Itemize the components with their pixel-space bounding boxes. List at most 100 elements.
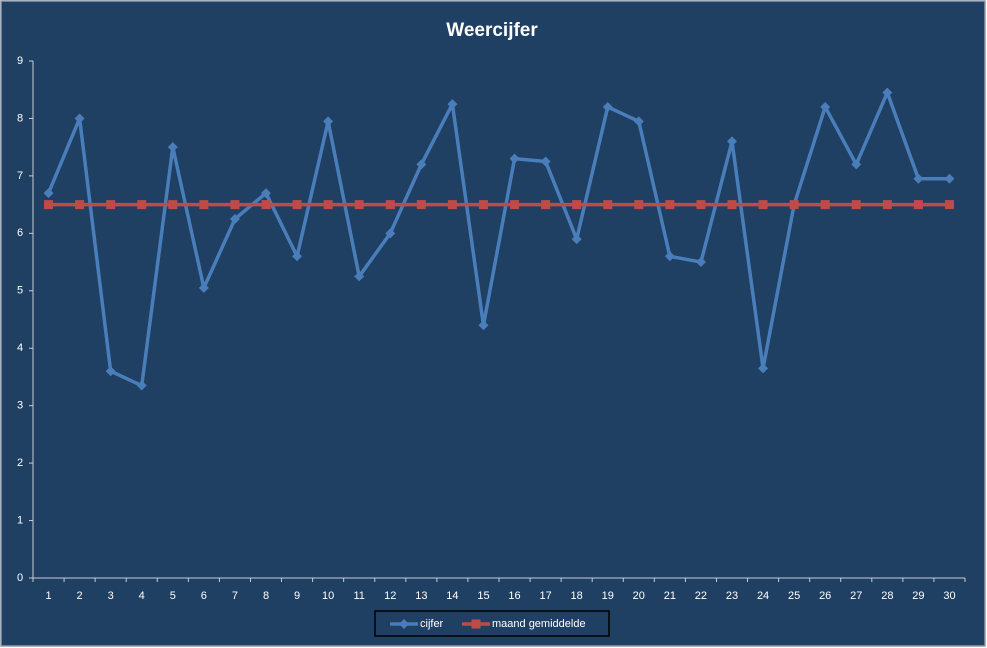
point-marker	[758, 363, 769, 374]
legend-box	[374, 610, 610, 637]
point-marker	[944, 200, 954, 210]
point-marker	[727, 136, 737, 147]
point-marker	[198, 282, 209, 293]
y-tick-label: 7	[17, 170, 23, 182]
x-tick-label: 3	[108, 590, 114, 602]
x-tick-label: 9	[294, 590, 300, 602]
y-tick-label: 8	[17, 112, 23, 124]
point-marker	[167, 142, 178, 153]
point-marker	[323, 116, 334, 127]
point-marker	[913, 173, 924, 184]
point-marker	[478, 320, 489, 331]
x-tick-label: 24	[757, 590, 769, 602]
point-marker	[509, 153, 520, 164]
point-marker	[540, 156, 551, 167]
point-marker	[416, 159, 427, 170]
x-tick-label: 7	[232, 590, 238, 602]
point-marker	[105, 366, 116, 377]
point-marker	[633, 116, 644, 127]
point-marker	[478, 200, 488, 210]
point-marker	[572, 200, 582, 210]
point-marker	[447, 200, 457, 210]
point-marker	[261, 200, 271, 210]
point-marker	[541, 200, 551, 210]
x-tick-label: 15	[477, 590, 489, 602]
y-tick-label: 1	[17, 514, 23, 526]
x-tick-label: 10	[322, 590, 334, 602]
point-marker	[261, 188, 271, 199]
x-tick-label: 12	[384, 590, 396, 602]
x-tick-label: 14	[446, 590, 458, 602]
x-tick-label: 26	[819, 590, 831, 602]
y-tick-label: 6	[17, 227, 23, 239]
x-tick-label: 20	[633, 590, 645, 602]
point-marker	[603, 200, 613, 210]
x-tick-label: 30	[943, 590, 955, 602]
x-tick-label: 22	[695, 590, 707, 602]
legend-marker	[471, 619, 481, 629]
point-marker	[43, 188, 54, 199]
y-tick-label: 3	[17, 400, 23, 412]
legend-label: cijfer	[420, 618, 444, 630]
x-tick-label: 11	[353, 590, 364, 602]
point-marker	[664, 251, 675, 262]
point-marker	[882, 200, 892, 210]
point-marker	[44, 200, 54, 210]
point-marker	[385, 228, 396, 239]
x-tick-label: 4	[139, 590, 145, 602]
point-marker	[944, 173, 955, 184]
point-marker	[665, 200, 675, 210]
x-tick-label: 13	[415, 590, 427, 602]
legend-label: maand gemiddelde	[492, 618, 586, 630]
point-marker	[292, 200, 302, 210]
x-tick-label: 29	[912, 590, 924, 602]
point-marker	[74, 113, 85, 124]
point-marker	[385, 200, 395, 210]
point-marker	[447, 99, 458, 110]
point-marker	[851, 200, 861, 210]
point-marker	[882, 87, 893, 98]
point-marker	[230, 200, 240, 210]
x-tick-label: 17	[539, 590, 551, 602]
point-marker	[323, 200, 333, 210]
point-marker	[106, 200, 116, 210]
y-tick-label: 9	[17, 55, 23, 67]
point-marker	[696, 200, 706, 210]
point-marker	[727, 200, 737, 210]
point-marker	[634, 200, 644, 210]
legend-marker	[399, 619, 409, 629]
x-tick-label: 6	[201, 590, 207, 602]
point-marker	[913, 200, 923, 210]
x-tick-label: 25	[788, 590, 800, 602]
y-tick-label: 2	[17, 457, 23, 469]
x-tick-label: 21	[664, 590, 676, 602]
point-marker	[354, 200, 364, 210]
point-marker	[820, 200, 830, 210]
point-marker	[168, 200, 178, 210]
x-tick-label: 19	[602, 590, 614, 602]
x-tick-label: 8	[263, 590, 269, 602]
x-tick-label: 28	[881, 590, 893, 602]
point-marker	[292, 251, 303, 262]
point-marker	[758, 200, 768, 210]
point-marker	[602, 101, 613, 112]
point-marker	[75, 200, 85, 210]
point-marker	[229, 213, 240, 224]
y-tick-label: 4	[17, 342, 23, 354]
point-marker	[695, 257, 706, 268]
y-tick-label: 0	[17, 572, 23, 584]
point-marker	[510, 200, 520, 210]
point-marker	[354, 271, 365, 282]
x-tick-label: 5	[170, 590, 176, 602]
point-marker	[199, 200, 209, 210]
x-tick-label: 1	[45, 590, 51, 602]
series-line	[46, 90, 950, 388]
point-marker	[136, 380, 147, 391]
point-marker	[571, 234, 582, 245]
x-tick-label: 18	[571, 590, 583, 602]
y-tick-label: 5	[17, 285, 23, 297]
point-marker	[416, 200, 426, 210]
